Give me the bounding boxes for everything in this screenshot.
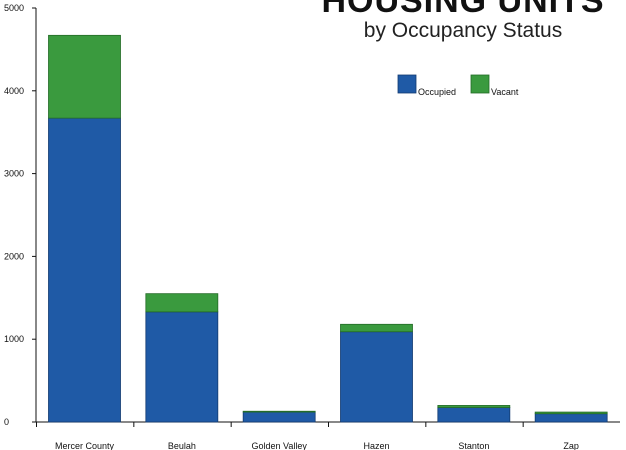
legend-label-vacant: Vacant <box>491 87 519 97</box>
bar-vacant-5 <box>534 411 608 415</box>
y-tick-label: 5000 <box>4 3 24 13</box>
bar-occupied-2 <box>242 411 316 423</box>
bar-occupied-0 <box>48 117 121 423</box>
category-label: Beulah <box>168 441 196 450</box>
chart-title: HOUSING UNITS <box>321 0 604 20</box>
chart-axes: 0 1000 2000 3000 4000 5000 <box>4 3 620 427</box>
legend-swatch-vacant <box>470 74 490 94</box>
category-label: Zap <box>563 441 579 450</box>
y-tick-label: 2000 <box>4 251 24 261</box>
bar-vacant-4 <box>437 405 511 408</box>
bar-vacant-1 <box>145 293 219 313</box>
bar-occupied-4 <box>437 407 511 423</box>
category-label: Mercer County <box>55 441 115 450</box>
chart-subtitle: by Occupancy Status <box>364 19 562 42</box>
category-label: Hazen <box>363 441 389 450</box>
y-tick-label: 1000 <box>4 334 24 344</box>
category-label: Stanton <box>458 441 489 450</box>
category-labels: Mercer County Beulah Golden Valley Hazen Sta… <box>55 441 579 450</box>
bar-vacant-0 <box>48 34 121 119</box>
y-tick-label: 0 <box>4 417 9 427</box>
y-tick-label: 3000 <box>4 169 24 179</box>
bar-vacant-3 <box>340 323 413 333</box>
bar-occupied-5 <box>534 413 608 423</box>
bar-occupied-1 <box>145 311 219 423</box>
legend: Occupied Vacant <box>397 74 519 97</box>
category-label: Golden Valley <box>251 441 307 450</box>
bar-group <box>48 34 608 423</box>
legend-swatch-occupied <box>397 74 417 94</box>
bar-occupied-3 <box>340 331 413 423</box>
legend-label-occupied: Occupied <box>418 87 456 97</box>
y-tick-label: 4000 <box>4 86 24 96</box>
bar-vacant-2 <box>242 410 316 413</box>
